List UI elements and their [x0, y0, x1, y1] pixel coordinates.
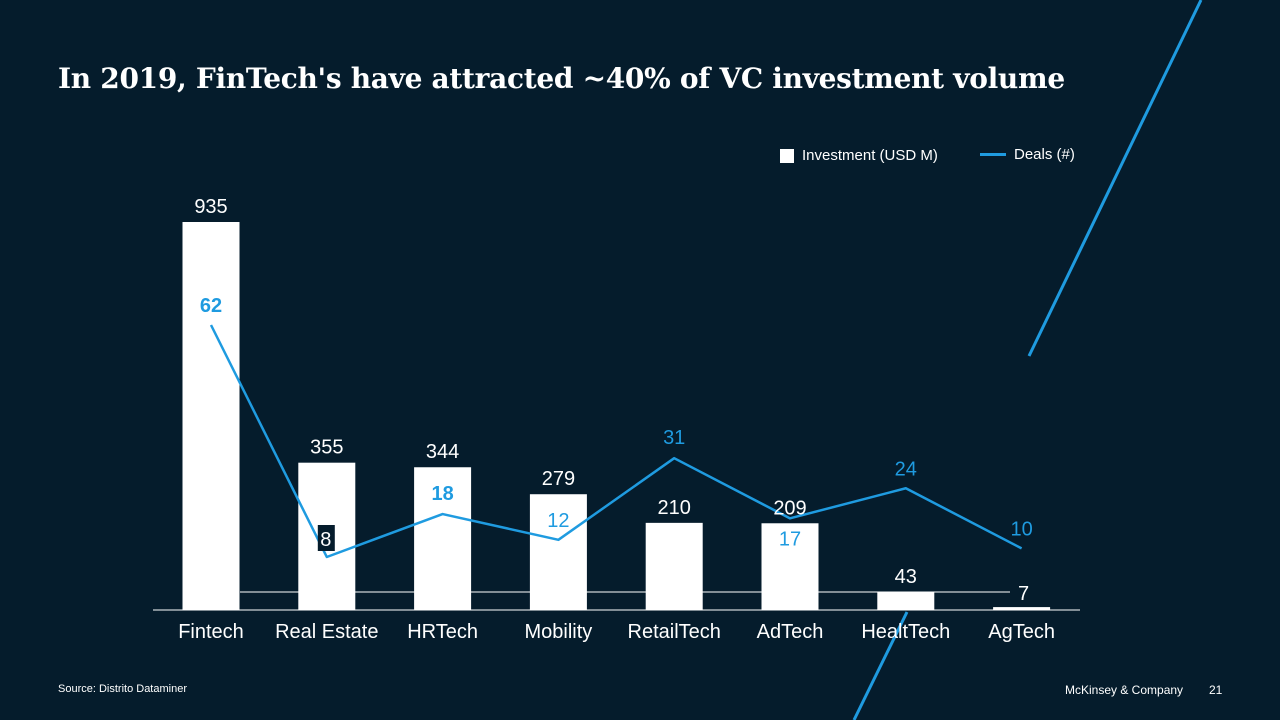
deals-label-0: 62 [200, 295, 222, 317]
bar-2 [414, 467, 472, 610]
investment-label-0: 935 [194, 196, 227, 218]
brand-name: McKinsey & Company [1065, 683, 1184, 697]
legend-swatch-investment [780, 148, 794, 163]
deals-line [209, 324, 1023, 559]
legend-swatch-deals [980, 153, 1006, 156]
deals-label-box-1 [317, 525, 335, 551]
deals-label-6: 24 [895, 458, 917, 480]
bar-4 [645, 522, 703, 610]
investment-label-7: 7 [1018, 583, 1029, 605]
labels-layer: Fintech Real Estate HRTech Mobility RetailTe… [178, 196, 1055, 643]
page-number: 21 [1209, 683, 1223, 697]
x-tick-label-7: AgTech [988, 621, 1055, 643]
investment-label-5: 209 [773, 497, 806, 519]
x-tick-label-6: HealtTech [861, 621, 950, 643]
decor-line-bottom [852, 611, 909, 720]
deals-label-2: 18 [431, 483, 453, 505]
x-tick-label-2: HRTech [407, 621, 478, 643]
x-tick-label-5: AdTech [757, 621, 824, 643]
bar-3 [529, 494, 587, 610]
legend-label-deals: Deals (#) [1014, 146, 1075, 163]
line-layer [209, 324, 1023, 559]
deals-label-1: 8 [320, 529, 331, 551]
bar-6 [877, 592, 935, 610]
deals-label-7: 10 [1010, 518, 1032, 540]
x-tick-label-3: Mobility [525, 621, 593, 643]
bars-layer [182, 222, 1051, 610]
deals-label-3: 12 [547, 510, 569, 532]
bar-0 [182, 222, 240, 610]
decor-line-top [1027, 0, 1203, 357]
source-note: Source: Distrito Dataminer [58, 683, 187, 695]
investment-label-4: 210 [658, 497, 691, 519]
deals-label-5: 17 [779, 528, 801, 550]
deals-label-4: 31 [663, 427, 685, 449]
legend-label-investment: Investment (USD M) [802, 147, 938, 164]
legend-item-deals: Deals (#) [980, 146, 1075, 163]
legend-item-investment: Investment (USD M) [780, 147, 938, 164]
investment-label-3: 279 [542, 468, 575, 490]
bar-7 [993, 607, 1051, 610]
x-tick-label-0: Fintech [178, 621, 244, 643]
x-tick-label-1: Real Estate [275, 621, 378, 643]
investment-label-1: 355 [310, 437, 343, 459]
slide-title: In 2019, FinTech's have attracted ~40% o… [58, 62, 1065, 95]
investment-label-2: 344 [426, 441, 459, 463]
investment-label-6: 43 [895, 566, 917, 588]
bar-5 [761, 523, 819, 610]
x-tick-label-4: RetailTech [628, 621, 721, 643]
